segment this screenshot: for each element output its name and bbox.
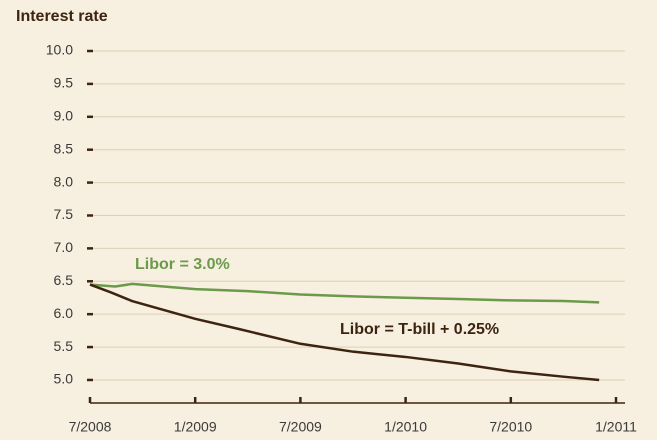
series-label: Libor = 3.0% bbox=[135, 256, 230, 273]
x-tick-label: 7/2010 bbox=[489, 419, 532, 435]
x-tick-label: 1/2009 bbox=[174, 419, 217, 435]
series-label: Libor = T-bill + 0.25% bbox=[340, 321, 499, 338]
y-tick-label: 9.0 bbox=[54, 107, 74, 123]
x-tick-label: 1/2010 bbox=[384, 419, 427, 435]
y-tick-label: 5.0 bbox=[54, 371, 74, 387]
x-tick-label: 7/2009 bbox=[279, 419, 322, 435]
series-line bbox=[89, 282, 600, 304]
y-tick-label: 6.5 bbox=[54, 272, 74, 288]
x-tick-label: 7/2008 bbox=[69, 419, 112, 435]
y-tick-label: 5.5 bbox=[54, 338, 74, 354]
y-tick-label: 10.0 bbox=[46, 42, 73, 58]
x-tick-label: 1/2011 bbox=[595, 419, 637, 435]
y-tick-label: 9.5 bbox=[54, 75, 74, 91]
chart-title: Interest rate bbox=[16, 8, 108, 25]
y-tick-label: 8.0 bbox=[54, 173, 74, 189]
y-tick-label: 6.0 bbox=[54, 305, 74, 321]
series-line bbox=[89, 283, 600, 382]
y-tick-label: 7.5 bbox=[54, 206, 74, 222]
y-tick-label: 7.0 bbox=[54, 239, 74, 255]
y-tick-label: 8.5 bbox=[54, 140, 74, 156]
